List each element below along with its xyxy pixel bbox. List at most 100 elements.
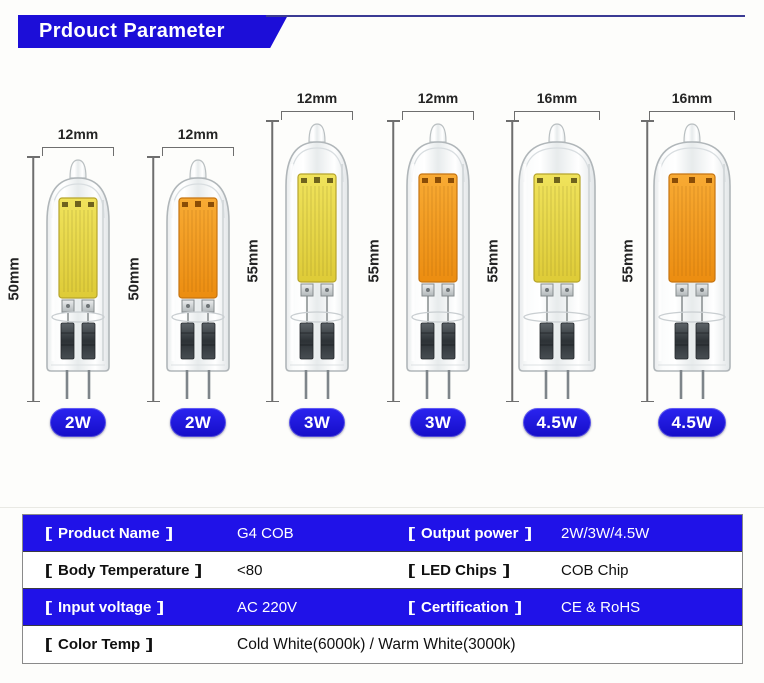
watt-badge: 3W: [410, 408, 466, 437]
glass-pinch: [523, 311, 591, 323]
bulb-image: [518, 123, 596, 399]
width-dimension-label: 16mm: [671, 90, 713, 106]
height-dimension-line: [640, 120, 654, 402]
spec-value: G4 COB: [237, 524, 294, 542]
width-dimension-label: 12mm: [177, 126, 219, 142]
electrode: [201, 322, 216, 360]
bulb-nub: [429, 123, 447, 143]
height-dimension-label: 50mm: [125, 257, 143, 301]
bulb-image: [653, 123, 731, 399]
width-bracket: [281, 111, 353, 120]
table-row-1: [Product Name] G4 COB [Output power] 2W/…: [23, 515, 742, 552]
bracket-open: [: [407, 561, 416, 579]
page-title: Prdouct Parameter: [39, 20, 225, 42]
bulb-photo: [517, 122, 597, 406]
electrode: [539, 322, 554, 360]
height-dimension-label: 55mm: [365, 239, 383, 283]
spec-label: [Color Temp]: [44, 636, 154, 653]
height-dimension-label: 50mm: [5, 257, 23, 301]
height-dimension-line: [505, 120, 519, 402]
height-dimension-line: [146, 156, 160, 402]
watt-badge: 3W: [289, 408, 345, 437]
bulb-image: [46, 159, 110, 399]
watt-badge: 4.5W: [658, 408, 726, 437]
bulb-photo: [284, 122, 350, 406]
bulb-nub: [69, 159, 87, 179]
height-dimension-line: [386, 120, 400, 402]
width-bracket: [649, 111, 735, 120]
cob-chip: [418, 173, 458, 283]
bulb-nub: [308, 123, 326, 143]
height-dimension-label: 55mm: [484, 239, 502, 283]
bulb-image: [406, 123, 470, 399]
bracket-close: ]: [195, 561, 203, 579]
electrode: [695, 322, 710, 360]
spec-value: Cold White(6000k) / Warm White(3000k): [237, 635, 516, 653]
width-dimension-label: 12mm: [57, 126, 99, 142]
bulb-image: [285, 123, 349, 399]
electrode: [420, 322, 435, 360]
cob-chip: [297, 173, 337, 283]
bulb-nub: [683, 123, 701, 143]
bracket-open: [: [44, 598, 53, 616]
width-bracket: [42, 147, 114, 156]
bracket-close: ]: [157, 598, 165, 616]
bracket-close: ]: [146, 636, 154, 653]
electrode: [441, 322, 456, 360]
header-banner: Prdouct Parameter: [18, 15, 288, 48]
bulb-photo: [405, 122, 471, 406]
spec-value: CE & RoHS: [561, 598, 641, 616]
glass-pinch: [411, 311, 465, 323]
glass-pinch: [171, 311, 225, 323]
spec-value: AC 220V: [237, 598, 298, 616]
bracket-open: [: [44, 636, 53, 653]
electrode: [320, 322, 335, 360]
photo-divider: [0, 507, 764, 508]
spec-table: [Product Name] G4 COB [Output power] 2W/…: [22, 514, 743, 664]
height-dimension-label: 55mm: [619, 239, 637, 283]
bracket-close: ]: [514, 598, 522, 616]
spec-value: <80: [237, 561, 263, 579]
spec-label: [LED Chips]: [407, 561, 510, 579]
bracket-open: [: [44, 524, 53, 542]
bracket-close: ]: [165, 524, 173, 542]
bulb-photo: [165, 158, 231, 406]
electrode: [674, 322, 689, 360]
glass-pinch: [51, 311, 105, 323]
bulb-image: [166, 159, 230, 399]
watt-badge: 2W: [50, 408, 106, 437]
cob-chip: [533, 173, 581, 283]
height-dimension-line: [26, 156, 40, 402]
electrode: [60, 322, 75, 360]
height-dimension-label: 55mm: [244, 239, 262, 283]
bracket-open: [: [407, 524, 416, 542]
spec-label: [Output power]: [407, 524, 532, 542]
electrode: [299, 322, 314, 360]
spec-label: [Certification]: [407, 598, 522, 616]
cob-chip: [58, 197, 98, 299]
electrode: [180, 322, 195, 360]
spec-value: COB Chip: [561, 561, 629, 579]
cob-chip: [178, 197, 218, 299]
width-bracket: [514, 111, 600, 120]
glass-pinch: [658, 311, 726, 323]
cob-chip: [668, 173, 716, 283]
height-dimension-line: [265, 120, 279, 402]
width-bracket: [402, 111, 474, 120]
width-bracket: [162, 147, 234, 156]
watt-badge: 2W: [170, 408, 226, 437]
watt-badge: 4.5W: [523, 408, 591, 437]
width-dimension-label: 12mm: [296, 90, 338, 106]
bulb-photo: [652, 122, 732, 406]
spec-label: [Product Name]: [44, 524, 173, 542]
bulb-photo: [45, 158, 111, 406]
spec-value: 2W/3W/4.5W: [561, 524, 650, 542]
table-row-3: [Input voltage] AC 220V [Certification] …: [23, 589, 742, 626]
electrode: [560, 322, 575, 360]
bulbs-section: 12mm 50mm 2W 12mm: [5, 90, 735, 437]
bulb-nub: [189, 159, 207, 179]
width-dimension-label: 16mm: [536, 90, 578, 106]
header-rule: [266, 15, 745, 17]
spec-label: [Body Temperature]: [44, 561, 203, 579]
